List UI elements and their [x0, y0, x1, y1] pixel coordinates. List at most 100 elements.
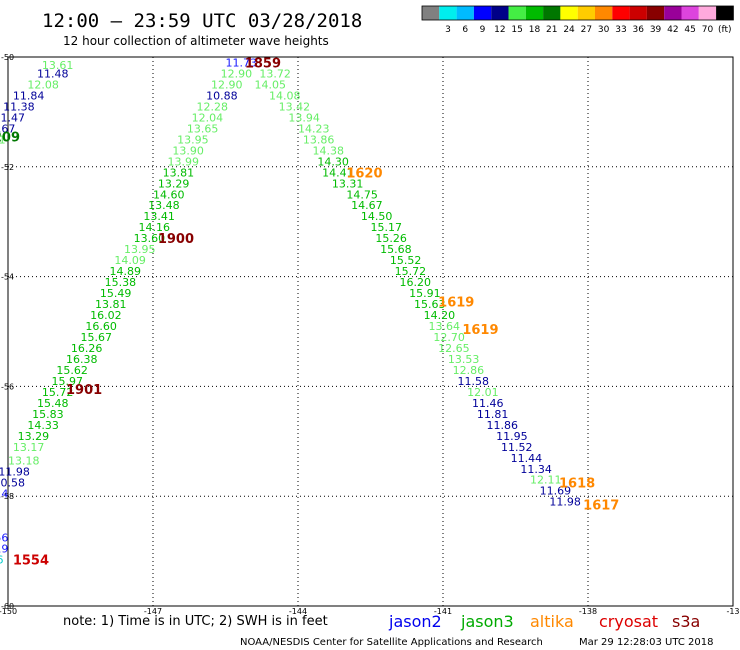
colorbar-label: 24 [563, 25, 575, 35]
time-label: 1209 [0, 131, 20, 146]
wave-height-value: 12.04 [192, 111, 224, 124]
wave-height-value: 12.86 [453, 364, 485, 377]
wave-height-value: 13.64 [429, 320, 461, 333]
wave-height-value: 11.98 [549, 496, 581, 509]
wave-height-value: 13.72 [259, 67, 291, 80]
x-tick-label: -150 [0, 607, 17, 616]
wave-height-value: 16.02 [90, 309, 122, 322]
wave-height-value: 12.90 [211, 78, 243, 91]
colorbar-swatch [664, 6, 682, 20]
wave-height-value: 11.69 [540, 485, 572, 498]
wave-height-value: 13.53 [448, 353, 480, 366]
colorbar-swatch [612, 6, 630, 20]
wave-height-value: 11.38 [3, 100, 35, 113]
colorbar-swatch [508, 6, 526, 20]
wave-height-value: 16.60 [85, 320, 117, 333]
colorbar-label: 15 [511, 25, 522, 35]
wave-height-value: 12.70 [433, 331, 465, 344]
colorbar-label: 45 [684, 25, 695, 35]
legend-entry-s3a: s3a [672, 612, 700, 631]
wave-height-value: 9.19 [0, 542, 8, 555]
y-tick-label: -54 [1, 273, 14, 282]
wave-height-value: 13.42 [279, 100, 311, 113]
colorbar-swatch [629, 6, 647, 20]
legend-entry-jason3: jason3 [460, 612, 514, 631]
legend-entry-jason2: jason2 [388, 612, 442, 631]
wave-height-value: 13.81 [163, 166, 195, 179]
time-label: 1619 [438, 295, 474, 310]
wave-height-value: 13.95 [177, 133, 209, 146]
grid [8, 57, 733, 606]
time-label: 1901 [66, 383, 102, 398]
colorbar-frame [421, 5, 734, 21]
colorbar-swatch [439, 6, 457, 20]
colorbar-swatch [698, 6, 717, 20]
wave-height-value: 13.94 [288, 111, 320, 124]
colorbar: 3 6 9 12 15 18 21 24 27 30 33 36 39 42 45 70 (ft) [421, 5, 734, 35]
wave-height-value: 13.17 [13, 441, 45, 454]
x-tick-label: -144 [289, 607, 307, 616]
legend-entry-cryosat: cryosat [599, 612, 658, 631]
wave-height-value: 13.41 [143, 210, 175, 223]
wave-height-value: 13.86 [303, 133, 335, 146]
wave-height-value: 12.65 [438, 342, 470, 355]
wave-height-value: 11.52 [501, 441, 533, 454]
wave-height-value: 15.91 [409, 287, 441, 300]
wave-height-value: 12.31 [0, 133, 6, 146]
wave-height-value: 15.97 [52, 375, 84, 388]
wave-height-value: 15.17 [371, 221, 403, 234]
wave-height-value: 14.67 [351, 199, 383, 212]
wave-height-value: 13.65 [187, 122, 219, 135]
chart-title: 12:00 – 23:59 UTC 03/28/2018 [42, 10, 362, 32]
wave-height-value: 8.46 [0, 553, 4, 566]
wave-height-value: 14.33 [27, 419, 59, 432]
chart-subtitle: 12 hour collection of altimeter wave hei… [63, 34, 329, 48]
colorbar-unit: (ft) [718, 25, 732, 35]
wave-height-value: 11.81 [477, 408, 509, 421]
wave-height-value: 14.05 [255, 78, 287, 91]
wave-height-value: 13.99 [168, 155, 200, 168]
colorbar-label: 36 [633, 25, 645, 35]
colorbar-swatch [543, 6, 561, 20]
wave-height-value: 15.72 [42, 386, 73, 399]
wave-height-value: 15.63 [414, 298, 446, 311]
wave-height-value: 14.41 [322, 166, 354, 179]
wave-height-value: 11.47 [0, 111, 25, 124]
colorbar-swatch [681, 6, 699, 20]
x-tick-label: -138 [579, 607, 597, 616]
wave-height-value: 11.95 [496, 430, 527, 443]
wave-height-value: 13.48 [148, 199, 180, 212]
colorbar-label: 9 [480, 25, 486, 35]
colorbar-swatch [560, 6, 578, 20]
colorbar-label: 70 [702, 25, 714, 35]
wave-height-value: 11.84 [13, 89, 45, 102]
wave-height-value: 11.34 [520, 463, 552, 476]
wave-height-value: 14.30 [317, 155, 349, 168]
wave-height-value: 14.08 [269, 89, 301, 102]
wave-height-value: 13.29 [158, 177, 190, 190]
time-labels: 1859 1209 1620 1900 1619 1619 1901 1618 1617 1554 [0, 56, 619, 568]
wave-height-value: 14.20 [424, 309, 456, 322]
wave-height-value: 16.20 [400, 276, 432, 289]
time-label: 1620 [346, 166, 382, 181]
wave-height-value: 15.62 [56, 364, 87, 377]
wave-height-value: 12.08 [27, 78, 59, 91]
colorbar-label: 18 [529, 25, 541, 35]
note-text: note: 1) Time is in UTC; 2) SWH is in fe… [63, 614, 328, 629]
colorbar-swatch [491, 6, 509, 20]
colorbar-label: 33 [615, 25, 626, 35]
wave-height-value: 13.60 [134, 232, 166, 245]
wave-height-value: 12.90 [221, 67, 253, 80]
wave-height-value: 10.88 [206, 89, 238, 102]
x-tick-label: -141 [434, 607, 452, 616]
colorbar-swatch [577, 6, 595, 20]
wave-height-value: 13.29 [18, 430, 49, 443]
wave-height-value: 15.48 [37, 397, 69, 410]
colorbar-swatch [646, 6, 665, 20]
axis-ticks: -150 -147 -144 -141 -138 -13 -60 -58 -56 -54 -52 -5… [0, 53, 740, 616]
wave-height-value: 9.56 [0, 531, 8, 544]
colorbar-label: 39 [650, 25, 662, 35]
colorbar-swatch [473, 6, 492, 20]
